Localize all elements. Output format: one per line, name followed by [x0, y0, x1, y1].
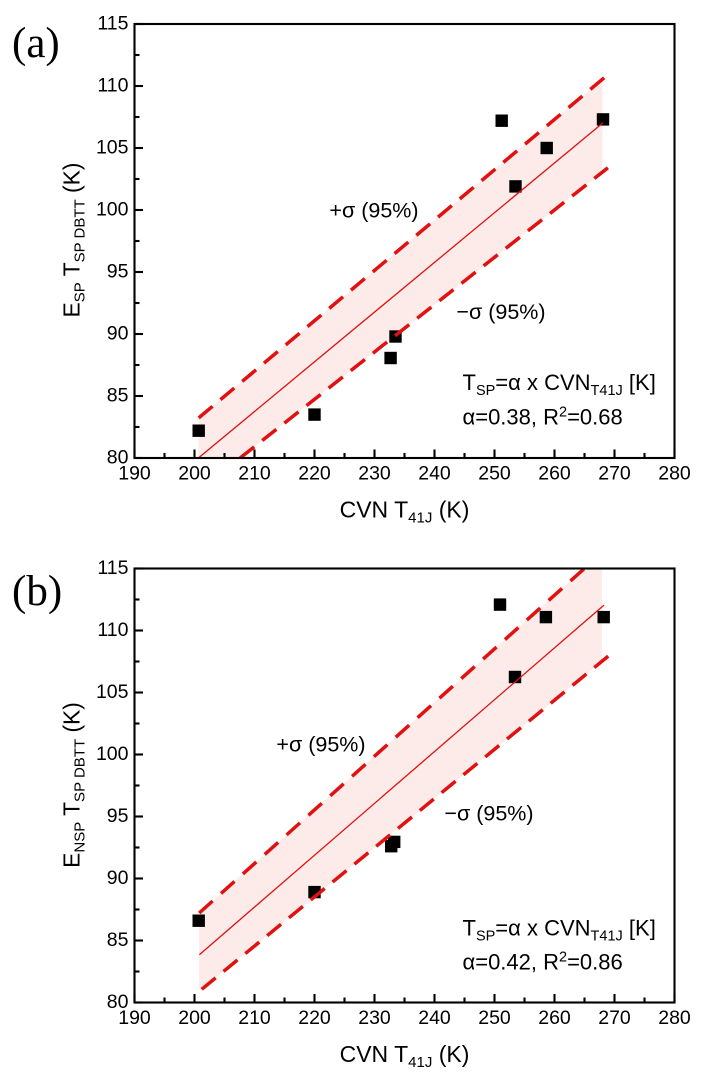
- svg-text:190: 190: [118, 463, 151, 485]
- svg-text:80: 80: [107, 447, 129, 469]
- svg-text:95: 95: [107, 805, 129, 827]
- svg-text:270: 270: [598, 1007, 631, 1029]
- svg-text:85: 85: [107, 929, 129, 951]
- svg-text:(b): (b): [12, 568, 62, 615]
- svg-text:230: 230: [358, 463, 391, 485]
- svg-text:−σ (95%): −σ (95%): [444, 802, 533, 826]
- svg-text:280: 280: [658, 1007, 691, 1029]
- svg-text:TSP=α x CVNT41J [K]: TSP=α x CVNT41J [K]: [463, 370, 656, 399]
- svg-text:220: 220: [298, 463, 331, 485]
- svg-text:240: 240: [418, 463, 451, 485]
- svg-text:230: 230: [358, 1007, 391, 1029]
- svg-text:105: 105: [96, 681, 129, 703]
- svg-text:260: 260: [538, 463, 571, 485]
- svg-text:α=0.42, R2=0.86: α=0.42, R2=0.86: [463, 950, 623, 975]
- svg-text:200: 200: [178, 1007, 211, 1029]
- svg-text:220: 220: [298, 1007, 331, 1029]
- svg-text:−σ (95%): −σ (95%): [456, 300, 545, 324]
- svg-text:190: 190: [118, 1007, 151, 1029]
- svg-text:250: 250: [478, 1007, 511, 1029]
- svg-text:(a): (a): [12, 20, 60, 67]
- svg-text:α=0.38, R2=0.68: α=0.38, R2=0.68: [463, 405, 623, 430]
- svg-text:CVN T41J (K): CVN T41J (K): [340, 1041, 470, 1071]
- svg-text:+σ (95%): +σ (95%): [276, 733, 365, 757]
- svg-text:80: 80: [107, 991, 129, 1013]
- svg-text:105: 105: [96, 137, 129, 159]
- svg-text:95: 95: [107, 261, 129, 283]
- svg-text:115: 115: [97, 557, 128, 579]
- svg-text:CVN T41J (K): CVN T41J (K): [340, 497, 470, 527]
- svg-text:280: 280: [658, 463, 691, 485]
- svg-text:90: 90: [107, 867, 129, 889]
- svg-text:250: 250: [478, 463, 511, 485]
- svg-text:200: 200: [178, 463, 211, 485]
- svg-text:270: 270: [598, 463, 631, 485]
- svg-text:210: 210: [238, 1007, 271, 1029]
- svg-text:+σ (95%): +σ (95%): [329, 199, 418, 223]
- svg-text:90: 90: [107, 323, 129, 345]
- svg-text:260: 260: [538, 1007, 571, 1029]
- svg-text:210: 210: [238, 463, 271, 485]
- svg-text:TSP=α x CVNT41J [K]: TSP=α x CVNT41J [K]: [463, 916, 656, 945]
- svg-text:100: 100: [96, 199, 129, 221]
- svg-text:110: 110: [97, 75, 128, 97]
- svg-text:100: 100: [96, 743, 129, 765]
- svg-text:115: 115: [97, 13, 128, 35]
- svg-text:240: 240: [418, 1007, 451, 1029]
- svg-text:110: 110: [97, 619, 128, 641]
- svg-text:85: 85: [107, 385, 129, 407]
- svg-text:ENSP TSP DBTT (K): ENSP TSP DBTT (K): [59, 702, 89, 868]
